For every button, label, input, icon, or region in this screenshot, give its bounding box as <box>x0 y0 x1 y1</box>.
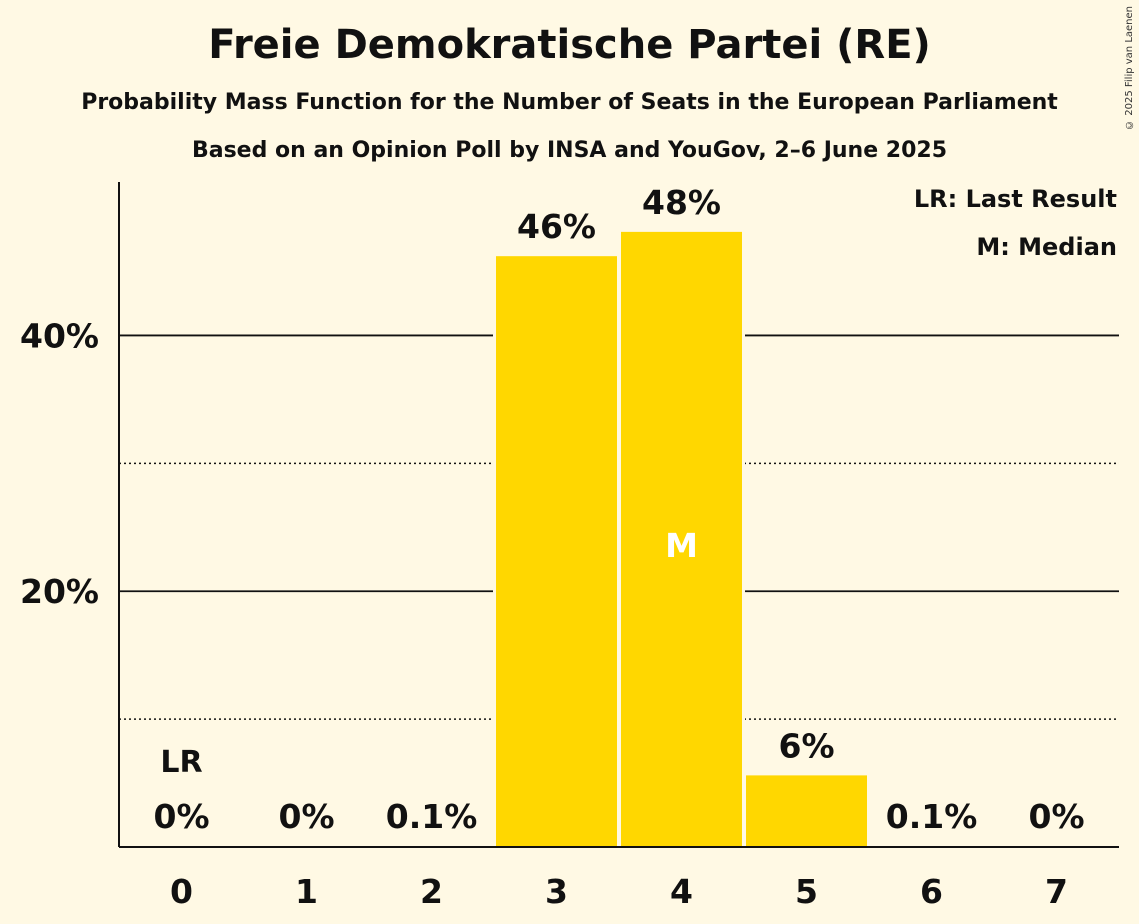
x-tick-label: 3 <box>545 872 568 911</box>
x-tick-label: 2 <box>420 872 443 911</box>
legend-last-result: LR: Last Result <box>913 185 1117 213</box>
x-tick-label: 6 <box>920 872 943 911</box>
data-label: 0% <box>1028 797 1084 836</box>
data-label: 0.1% <box>886 797 978 836</box>
x-tick-label: 5 <box>795 872 818 911</box>
y-tick-label: 40% <box>20 316 99 355</box>
chart-source-subtitle: Based on an Opinion Poll by INSA and You… <box>191 138 948 163</box>
data-label: 0.1% <box>386 797 478 836</box>
median-marker: M <box>665 526 698 565</box>
x-tick-label: 0 <box>170 872 193 911</box>
x-tick-label: 1 <box>295 872 318 911</box>
last-result-marker: LR <box>160 745 202 780</box>
data-label: 6% <box>778 726 834 765</box>
data-label: 0% <box>153 797 209 836</box>
chart-title: Freie Demokratische Partei (RE) <box>208 22 931 68</box>
bar <box>746 775 867 847</box>
legend-median: M: Median <box>976 233 1117 261</box>
chart-subtitle: Probability Mass Function for the Number… <box>81 90 1058 115</box>
x-tick-label: 7 <box>1045 872 1068 911</box>
data-label: 0% <box>278 797 334 836</box>
data-label: 46% <box>517 207 596 246</box>
data-label: 48% <box>642 183 721 222</box>
bar <box>496 256 617 847</box>
bar <box>621 231 742 847</box>
x-tick-label: 4 <box>670 872 693 911</box>
y-tick-label: 20% <box>20 572 99 611</box>
